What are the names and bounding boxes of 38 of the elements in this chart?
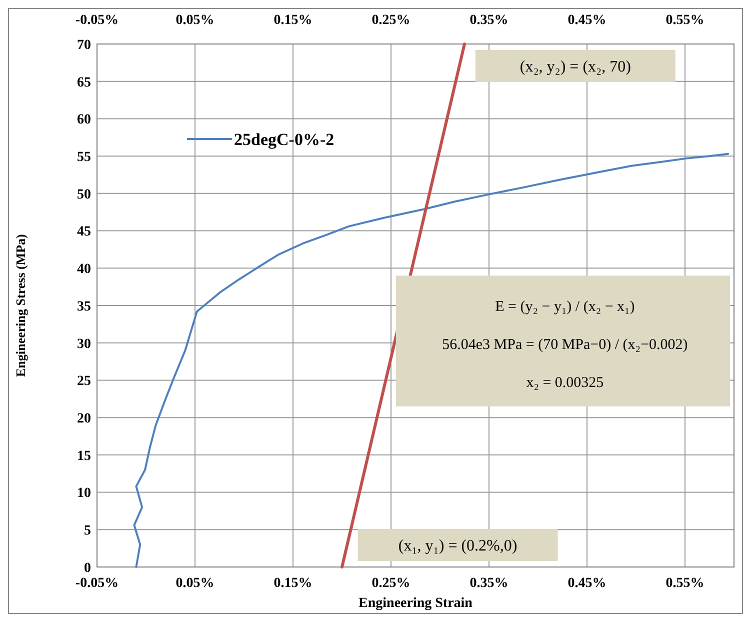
y-tick-label: 20 (77, 411, 91, 426)
y-tick-label: 5 (84, 524, 91, 539)
x2-tick-label: 0.55% (666, 13, 704, 28)
x-tick-label: 0.55% (666, 576, 704, 591)
x2-tick-label: 0.05% (176, 13, 214, 28)
x-tick-label: -0.05% (75, 576, 119, 591)
x-axis-title: Engineering Strain (358, 596, 473, 611)
annotation: (x₂, y₂) = (x₂, 70) (520, 58, 631, 76)
y-tick-label: 10 (77, 486, 91, 502)
x2-tick-label: 0.35% (470, 13, 508, 28)
annotation: 56.04e3 MPa = (70 MPa−0) / (x₂−0.002) (442, 336, 688, 353)
x2-tick-label: 0.15% (274, 13, 312, 28)
y-tick-label: 35 (77, 299, 91, 314)
x-tick-label: 0.25% (372, 576, 410, 591)
y-tick-label: 60 (77, 112, 91, 128)
y-tick-label: 30 (77, 336, 91, 352)
y-tick-label: 55 (77, 150, 91, 165)
y-tick-label: 15 (77, 448, 91, 464)
x-tick-label: 0.45% (568, 576, 606, 591)
annotation: E = (y₂ − y₁) / (x₂ − x₁) (495, 298, 635, 315)
y-axis-title: Engineering Stress (MPa) (13, 234, 28, 377)
y-tick-label: 45 (77, 224, 91, 240)
legend-label: 25degC-0%-2 (234, 130, 334, 149)
y-tick-label: 25 (77, 374, 91, 390)
x2-tick-label: 0.25% (372, 13, 410, 28)
y-tick-label: 65 (77, 75, 91, 90)
y-tick-label: 70 (77, 38, 91, 53)
x2-tick-label: -0.05% (75, 13, 119, 28)
line-series (133, 152, 730, 568)
x-tick-label: 0.15% (274, 576, 312, 591)
y-tick-label: 0 (84, 560, 91, 576)
x-tick-label: 0.05% (176, 576, 214, 591)
y-tick-label: 40 (77, 262, 91, 278)
y-tick-label: 50 (77, 187, 91, 202)
x2-tick-label: 0.45% (568, 13, 606, 28)
x-tick-label: 0.35% (470, 576, 508, 591)
annotation: x₂ = 0.00325 (526, 374, 604, 391)
annotation: (x₁, y₁) = (0.2%,0) (398, 538, 518, 555)
